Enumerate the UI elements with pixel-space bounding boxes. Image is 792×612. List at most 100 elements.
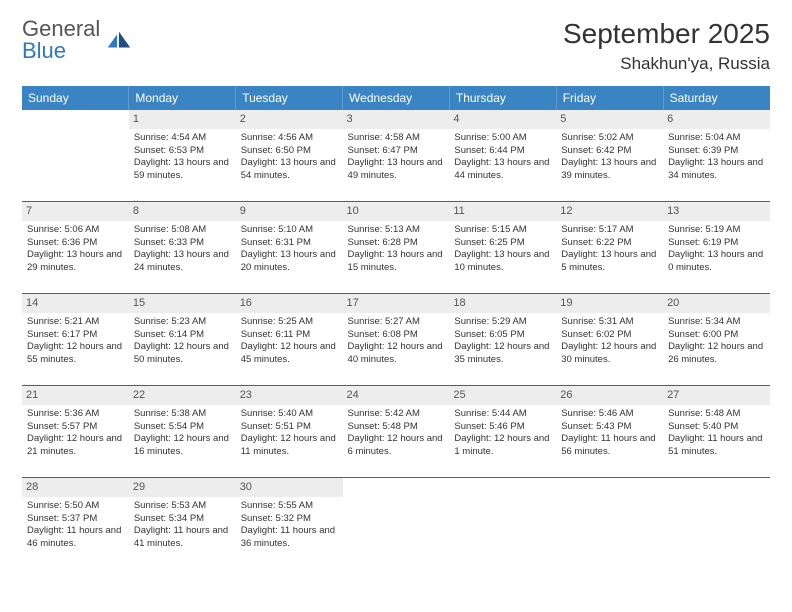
sunset-line: Sunset: 5:57 PM (27, 421, 97, 432)
sunset-line: Sunset: 6:00 PM (668, 329, 738, 340)
day-details: Sunrise: 5:25 AMSunset: 6:11 PMDaylight:… (241, 316, 338, 367)
day-number: 17 (343, 294, 450, 313)
logo: General Blue (22, 18, 132, 62)
day-details: Sunrise: 5:36 AMSunset: 5:57 PMDaylight:… (27, 408, 124, 459)
calendar-cell: 19Sunrise: 5:31 AMSunset: 6:02 PMDayligh… (556, 294, 663, 386)
sunset-line: Sunset: 5:34 PM (134, 513, 204, 524)
calendar-cell: 18Sunrise: 5:29 AMSunset: 6:05 PMDayligh… (449, 294, 556, 386)
calendar-cell: 14Sunrise: 5:21 AMSunset: 6:17 PMDayligh… (22, 294, 129, 386)
calendar-cell: 16Sunrise: 5:25 AMSunset: 6:11 PMDayligh… (236, 294, 343, 386)
sunset-line: Sunset: 6:42 PM (561, 145, 631, 156)
day-number: 24 (343, 386, 450, 405)
calendar-cell: 7Sunrise: 5:06 AMSunset: 6:36 PMDaylight… (22, 202, 129, 294)
sunrise-line: Sunrise: 5:10 AM (241, 224, 313, 235)
calendar-cell: 23Sunrise: 5:40 AMSunset: 5:51 PMDayligh… (236, 386, 343, 478)
daylight-line: Daylight: 11 hours and 46 minutes. (27, 525, 121, 549)
calendar-cell: 29Sunrise: 5:53 AMSunset: 5:34 PMDayligh… (129, 478, 236, 570)
daylight-line: Daylight: 12 hours and 16 minutes. (134, 433, 229, 457)
day-number: 27 (663, 386, 770, 405)
day-number: 8 (129, 202, 236, 221)
day-number: 1 (129, 110, 236, 129)
day-details: Sunrise: 5:10 AMSunset: 6:31 PMDaylight:… (241, 224, 338, 275)
sunset-line: Sunset: 6:02 PM (561, 329, 631, 340)
sunrise-line: Sunrise: 5:02 AM (561, 132, 633, 143)
calendar-page: General Blue September 2025 Shakhun'ya, … (0, 0, 792, 612)
day-details: Sunrise: 5:29 AMSunset: 6:05 PMDaylight:… (454, 316, 551, 367)
day-number: 28 (22, 478, 129, 497)
day-number: 21 (22, 386, 129, 405)
day-details: Sunrise: 5:38 AM Sunset: 5:54 PMDaylight:… (134, 408, 231, 459)
sunrise-line: Sunrise: 5:42 AM (348, 408, 420, 419)
calendar-row: 1Sunrise: 4:54 AMSunset: 6:53 PMDaylight… (22, 110, 770, 202)
day-details: Sunrise: 5:31 AMSunset: 6:02 PMDaylight:… (561, 316, 658, 367)
sunrise-line: Sunrise: 5:31 AM (561, 316, 633, 327)
day-number: 15 (129, 294, 236, 313)
calendar-cell: 30 Sunrise: 5:55 AMSunset: 5:32 PMDayligh… (236, 478, 343, 570)
day-number: 7 (22, 202, 129, 221)
sunset-line: Sunset: 6:31 PM (241, 237, 311, 248)
sunrise-line: Sunrise: 5:44 AM (454, 408, 526, 419)
daylight-line: Daylight: 12 hours and 55 minutes. (27, 341, 122, 365)
calendar-cell: 1Sunrise: 4:54 AMSunset: 6:53 PMDaylight… (129, 110, 236, 202)
daylight-line: Daylight: 13 hours and 0 minutes. (668, 249, 763, 273)
sunrise-line: Sunrise: 5:48 AM (668, 408, 740, 419)
sunset-line: Sunset: 6:05 PM (454, 329, 524, 340)
sunrise-line: Sunrise: 4:58 AM (348, 132, 420, 143)
calendar-cell: 8 Sunrise: 5:08 AMSunset: 6:33 PMDaylight… (129, 202, 236, 294)
day-details: Sunrise: 5:53 AMSunset: 5:34 PMDaylight:… (134, 500, 231, 551)
day-number: 4 (449, 110, 556, 129)
sunset-line: Sunset: 6:22 PM (561, 237, 631, 248)
day-details: Sunrise: 5:13 AMSunset: 6:28 PMDaylight:… (348, 224, 445, 275)
sunrise-line: Sunrise: 5:50 AM (27, 500, 99, 511)
calendar-cell: 28Sunrise: 5:50 AMSunset: 5:37 PMDayligh… (22, 478, 129, 570)
day-details: Sunrise: 5:23 AMSunset: 6:14 PMDaylight:… (134, 316, 231, 367)
daylight-line: Daylight: 11 hours and 51 minutes. (668, 433, 762, 457)
day-details: Sunrise: 5:46 AMSunset: 5:43 PMDaylight:… (561, 408, 658, 459)
weekday-header: Wednesday (343, 86, 450, 110)
day-details: Sunrise: 5:55 AMSunset: 5:32 PMDaylight:… (241, 500, 338, 551)
sunset-line: Sunset: 5:32 PM (241, 513, 311, 524)
daylight-line: Daylight: 11 hours and 41 minutes. (134, 525, 228, 549)
calendar-row: 7Sunrise: 5:06 AMSunset: 6:36 PMDaylight… (22, 202, 770, 294)
daylight-line: Daylight: 13 hours and 54 minutes. (241, 157, 336, 181)
calendar-row: 21 Sunrise: 5:36 AMSunset: 5:57 PMDayligh… (22, 386, 770, 478)
day-number: 19 (556, 294, 663, 313)
calendar-cell: 6Sunrise: 5:04 AMSunset: 6:39 PMDaylight… (663, 110, 770, 202)
daylight-line: Daylight: 12 hours and 11 minutes. (241, 433, 336, 457)
day-details: Sunrise: 5:40 AMSunset: 5:51 PMDaylight:… (241, 408, 338, 459)
daylight-line: Daylight: 12 hours and 40 minutes. (348, 341, 443, 365)
title-block: September 2025 Shakhun'ya, Russia (563, 18, 770, 74)
day-number: 22 (129, 386, 236, 405)
day-details: Sunrise: 5:48 AMSunset: 5:40 PMDaylight:… (668, 408, 765, 459)
day-details: Sunrise: 5:02 AMSunset: 6:42 PMDaylight:… (561, 132, 658, 183)
page-subtitle: Shakhun'ya, Russia (563, 54, 770, 74)
sunrise-line: Sunrise: 4:56 AM (241, 132, 313, 143)
day-number: 30 (236, 478, 343, 497)
calendar-cell (22, 110, 129, 202)
day-details: Sunrise: 5:19 AMSunset: 6:19 PMDaylight:… (668, 224, 765, 275)
calendar-cell: 15 Sunrise: 5:23 AMSunset: 6:14 PMDayligh… (129, 294, 236, 386)
daylight-line: Daylight: 13 hours and 49 minutes. (348, 157, 443, 181)
day-number: 2 (236, 110, 343, 129)
sunrise-line: Sunrise: 5:23 AM (134, 316, 206, 327)
calendar-body: 1Sunrise: 4:54 AMSunset: 6:53 PMDaylight… (22, 110, 770, 569)
calendar-cell: 10Sunrise: 5:13 AMSunset: 6:28 PMDayligh… (343, 202, 450, 294)
day-details: Sunrise: 4:56 AMSunset: 6:50 PMDaylight:… (241, 132, 338, 183)
sunrise-line: Sunrise: 5:15 AM (454, 224, 526, 235)
day-number: 9 (236, 202, 343, 221)
day-details: Sunrise: 5:04 AMSunset: 6:39 PMDaylight:… (668, 132, 765, 183)
calendar-cell (449, 478, 556, 570)
sunrise-line: Sunrise: 5:06 AM (27, 224, 99, 235)
calendar-row: 28Sunrise: 5:50 AMSunset: 5:37 PMDayligh… (22, 478, 770, 570)
calendar-cell: 27 Sunrise: 5:48 AMSunset: 5:40 PMDayligh… (663, 386, 770, 478)
daylight-line: Daylight: 12 hours and 26 minutes. (668, 341, 763, 365)
sunrise-line: Sunrise: 5:38 AM (134, 408, 206, 419)
day-number: 11 (449, 202, 556, 221)
sunset-line: Sunset: 5:51 PM (241, 421, 311, 432)
sunrise-line: Sunrise: 5:13 AM (348, 224, 420, 235)
calendar-cell (343, 478, 450, 570)
sunset-line: Sunset: 5:54 PM (134, 421, 204, 432)
daylight-line: Daylight: 13 hours and 44 minutes. (454, 157, 549, 181)
calendar-cell: 17Sunrise: 5:27 AMSunset: 6:08 PMDayligh… (343, 294, 450, 386)
day-details: Sunrise: 5:08 AMSunset: 6:33 PMDaylight:… (134, 224, 231, 275)
